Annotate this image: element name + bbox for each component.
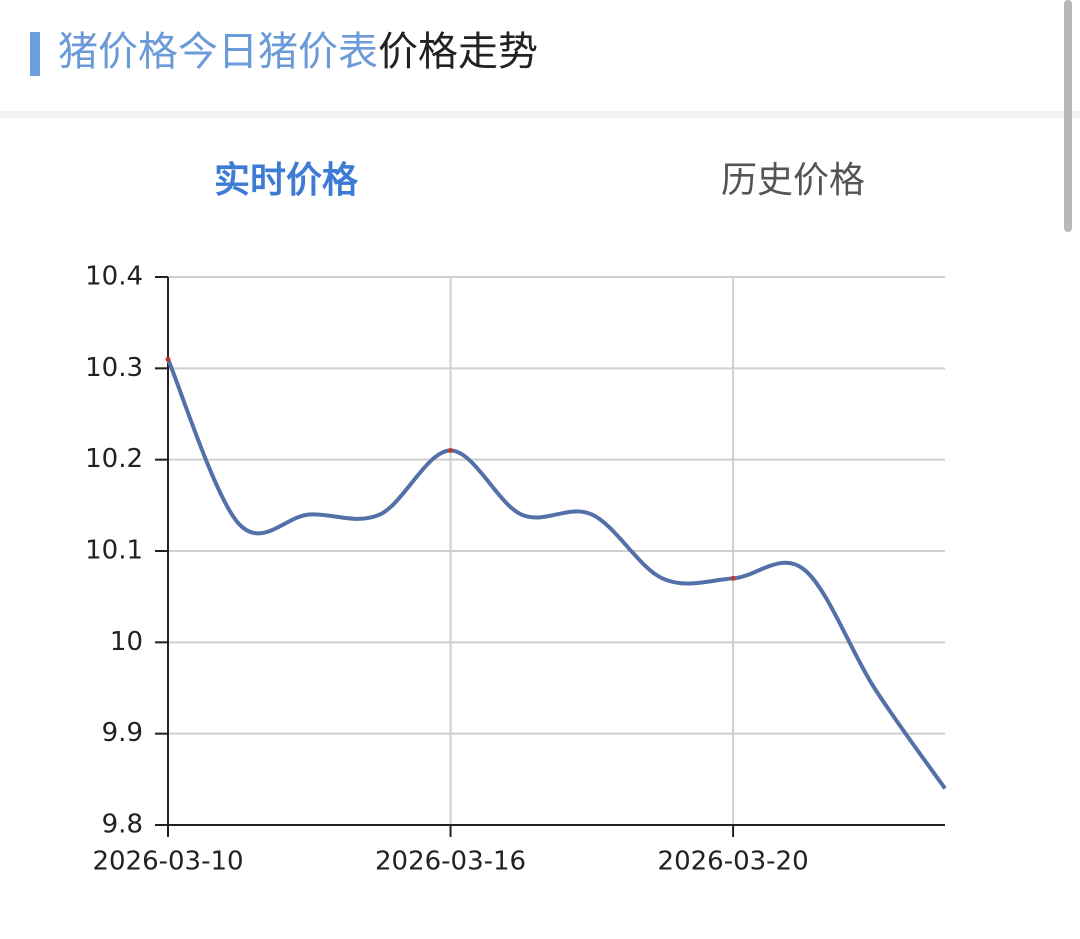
- y-tick-label: 10.4: [85, 262, 143, 292]
- y-tick-label: 10: [110, 627, 143, 657]
- y-tick-label: 9.8: [102, 810, 143, 840]
- line: [166, 358, 947, 790]
- tab[interactable]: 历史价格: [721, 160, 865, 201]
- y-tick-label: 10.1: [85, 536, 143, 566]
- title-link[interactable]: 猪价格今日猪价表: [58, 29, 378, 75]
- point: [448, 448, 454, 454]
- title-suffix: 价格走势: [378, 29, 538, 75]
- point: [730, 575, 736, 581]
- point: [165, 356, 171, 362]
- chart: 9.8 9.9 10 10.1 10.2 10.3 10.4 2026-03-10 2026-0…: [85, 262, 947, 877]
- scrollbar: [1064, 0, 1072, 232]
- page-title: 猪价格今日猪价表价格走势: [58, 29, 538, 75]
- x-tick-label: 2026-03-20: [658, 847, 809, 877]
- divider: [0, 111, 1080, 118]
- y-tick-label: 10.3: [85, 353, 143, 383]
- y-tick-label: 10.2: [85, 444, 143, 474]
- title-accent: [30, 32, 40, 76]
- x-tick-label: 2026-03-10: [92, 847, 243, 877]
- x-tick-label: 2026-03-16: [375, 847, 526, 877]
- tab-active[interactable]: 实时价格: [214, 160, 359, 201]
- y-tick-label: 9.9: [102, 718, 143, 748]
